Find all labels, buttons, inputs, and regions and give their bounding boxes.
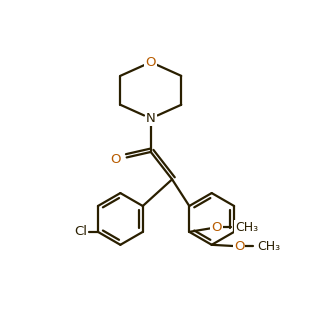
Text: O: O [111, 153, 121, 166]
Text: N: N [146, 112, 156, 125]
Text: O: O [234, 240, 244, 253]
Text: CH₃: CH₃ [235, 221, 258, 234]
Text: Cl: Cl [74, 225, 87, 238]
Text: O: O [212, 221, 222, 234]
Text: O: O [145, 55, 156, 69]
Text: CH₃: CH₃ [257, 240, 281, 253]
